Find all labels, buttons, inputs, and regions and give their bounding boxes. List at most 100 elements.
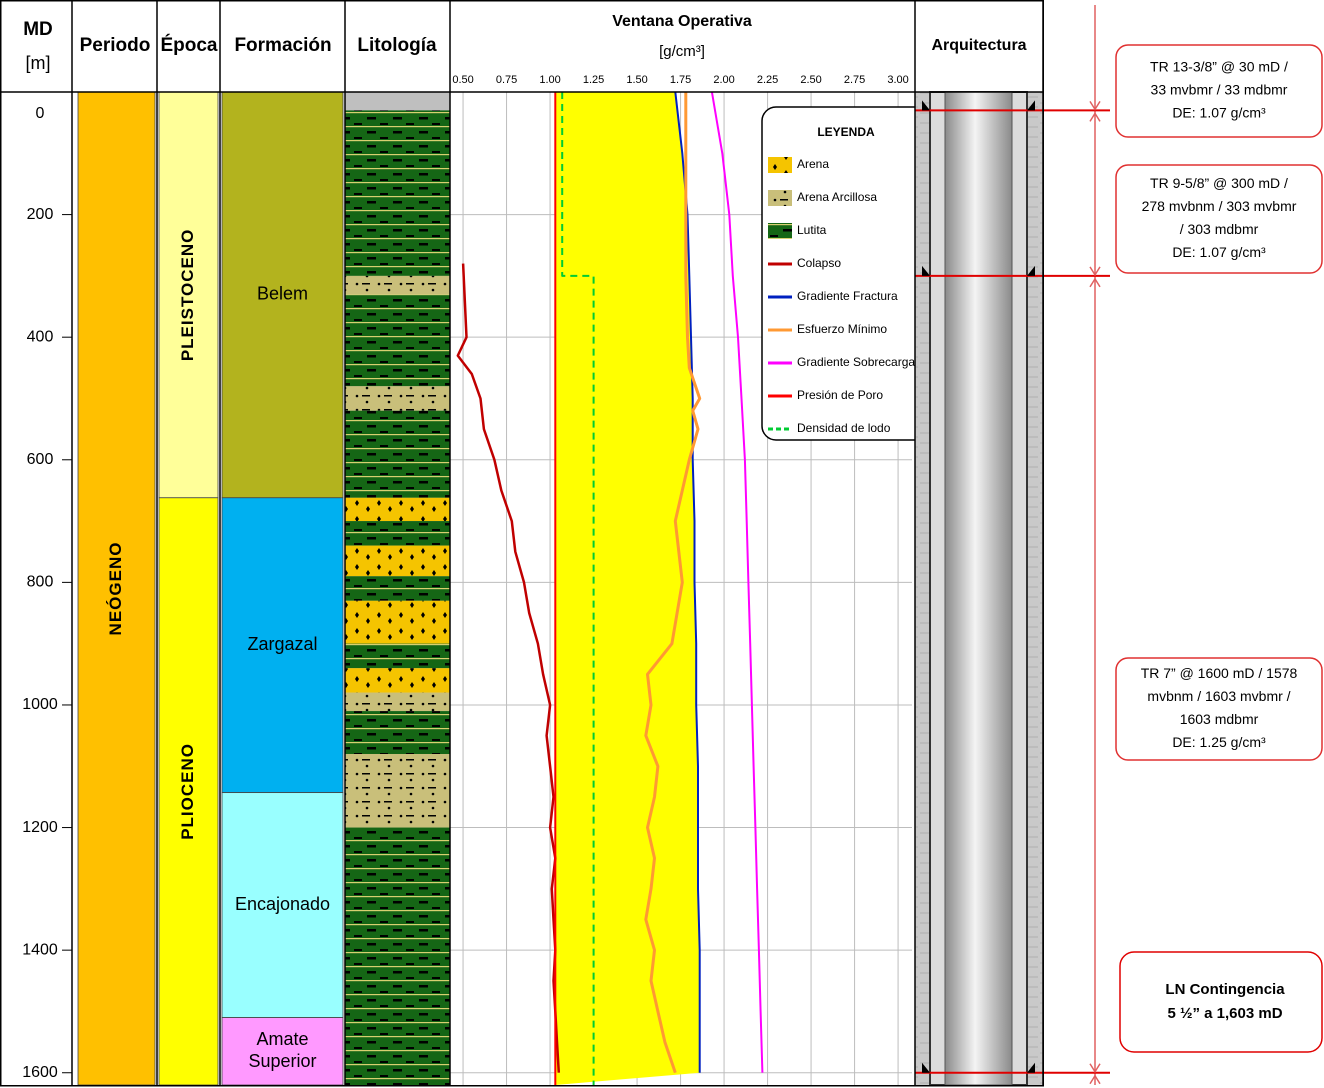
lithology-interval (345, 294, 450, 387)
formations-interval (221, 91, 344, 499)
legend-label: Esfuerzo Mínimo (797, 322, 887, 336)
y-tick-label: 600 (27, 451, 54, 468)
legend-label: Lutita (797, 223, 827, 237)
lithology-interval (345, 827, 450, 1085)
casing-text: mvbnm / 1603 mvbmr / (1147, 688, 1290, 704)
formations-label: Belem (257, 284, 308, 304)
header-window-unit: [g/cm³] (659, 43, 705, 60)
casing-box (1115, 44, 1323, 138)
header-lithology: Litología (357, 35, 437, 56)
x-tick-label: 1.25 (583, 74, 604, 86)
epochs-label: PLIOCENO (178, 743, 197, 840)
x-tick-label: 0.75 (496, 74, 517, 86)
legend-label: Arena (797, 157, 829, 171)
arrow-head (1089, 266, 1101, 288)
operating-window (555, 92, 700, 1085)
periods-label: NEÓGENO (106, 542, 125, 636)
legend-label: Arena Arcillosa (797, 190, 877, 204)
lithology-interval (345, 386, 450, 411)
casing-text: DE: 1.25 g/cm³ (1172, 734, 1266, 750)
lithology-interval (345, 275, 450, 295)
lithology-interval (345, 643, 450, 669)
casing-text: TR 9-5/8” @ 300 mD / (1150, 175, 1288, 191)
legend-label: Gradiente Sobrecarga (797, 355, 915, 369)
casing-box (1115, 164, 1323, 274)
x-tick-label: 3.00 (887, 74, 908, 86)
series-line (644, 92, 702, 1074)
series-line (710, 92, 764, 1073)
formations-label: Encajonado (235, 894, 330, 914)
lithology-interval (345, 410, 450, 498)
header-epoch: Época (160, 34, 217, 56)
y-tick-label: 200 (27, 206, 54, 223)
legend-label: Gradiente Fractura (797, 289, 898, 303)
header-md-unit: [m] (26, 53, 51, 73)
casing-text: TR 13-3/8” @ 30 mD / (1150, 59, 1288, 75)
lithology-interval (345, 711, 450, 754)
header-architecture: Arquitectura (931, 37, 1026, 54)
x-tick-label: 1.00 (539, 74, 560, 86)
x-tick-label: 2.25 (757, 74, 778, 86)
lithology-interval (345, 692, 450, 712)
legend-swatch (768, 157, 792, 173)
header-formation: Formación (234, 35, 331, 56)
periods-interval (77, 91, 156, 1086)
lithology-interval (345, 600, 450, 644)
formations-label: Amate (256, 1029, 308, 1049)
legend-label: Densidad de lodo (797, 421, 891, 435)
legend-label: Colapso (797, 256, 841, 270)
header-period: Periodo (80, 35, 151, 56)
lithology-interval (345, 521, 450, 546)
formations-label: Zargazal (247, 634, 317, 654)
lithology-interval (345, 545, 450, 577)
arrow-head (1089, 1063, 1101, 1085)
contingency-text: 5 ½” a 1,603 mD (1167, 1005, 1282, 1022)
contingency-box (1119, 951, 1323, 1053)
formations-interval (221, 792, 344, 1018)
legend-swatch (768, 190, 792, 206)
formations-label: Superior (248, 1051, 316, 1071)
x-tick-label: 2.50 (800, 74, 821, 86)
formations-interval (221, 497, 344, 794)
contingency-text: LN Contingencia (1165, 981, 1285, 998)
y-tick-label: 1400 (22, 941, 58, 958)
casing-box (1115, 657, 1323, 761)
series-line (674, 92, 701, 1073)
x-tick-label: 2.75 (844, 74, 865, 86)
header-window: Ventana Operativa (612, 13, 752, 30)
lithology-interval (345, 576, 450, 601)
x-tick-label: 1.75 (670, 74, 691, 86)
window-plot (456, 92, 764, 1085)
tubing (944, 91, 1013, 1086)
x-tick-label: 0.50 (452, 74, 473, 86)
casing-text: DE: 1.07 g/cm³ (1172, 105, 1266, 121)
lithology-interval (345, 110, 450, 276)
y-tick-label: 1200 (22, 819, 58, 836)
epochs-interval (158, 497, 219, 1086)
legend-label: Presión de Poro (797, 388, 883, 402)
y-tick-label: 800 (27, 574, 54, 591)
casing-text: 278 mvbnm / 303 mvbmr (1142, 198, 1297, 214)
y-tick-label: 1600 (22, 1064, 58, 1081)
header-md: MD (23, 19, 53, 40)
casing-text: 1603 mdbmr (1180, 711, 1259, 727)
frame (0, 0, 1044, 1087)
legend-title: LEYENDA (817, 125, 875, 139)
y-tick-label: 1000 (22, 696, 58, 713)
y-tick-label: 0 (36, 105, 45, 122)
lithology-interval (345, 497, 450, 522)
casing-text: / 303 mdbmr (1180, 221, 1259, 237)
casing-text: DE: 1.07 g/cm³ (1172, 244, 1266, 260)
casing-text: TR 7” @ 1600 mD / 1578 (1141, 665, 1298, 681)
y-tick-label: 400 (27, 328, 54, 345)
casing-text: 33 mvbmr / 33 mdbmr (1151, 82, 1288, 98)
legend-swatch (768, 223, 792, 239)
lithology-interval (345, 754, 450, 828)
arrow-head (1089, 100, 1101, 122)
epochs-label: PLEISTOCENO (178, 229, 197, 362)
formations-interval (221, 1017, 344, 1086)
x-tick-label: 1.50 (626, 74, 647, 86)
lithology-interval (345, 668, 450, 693)
x-tick-label: 2.00 (713, 74, 734, 86)
